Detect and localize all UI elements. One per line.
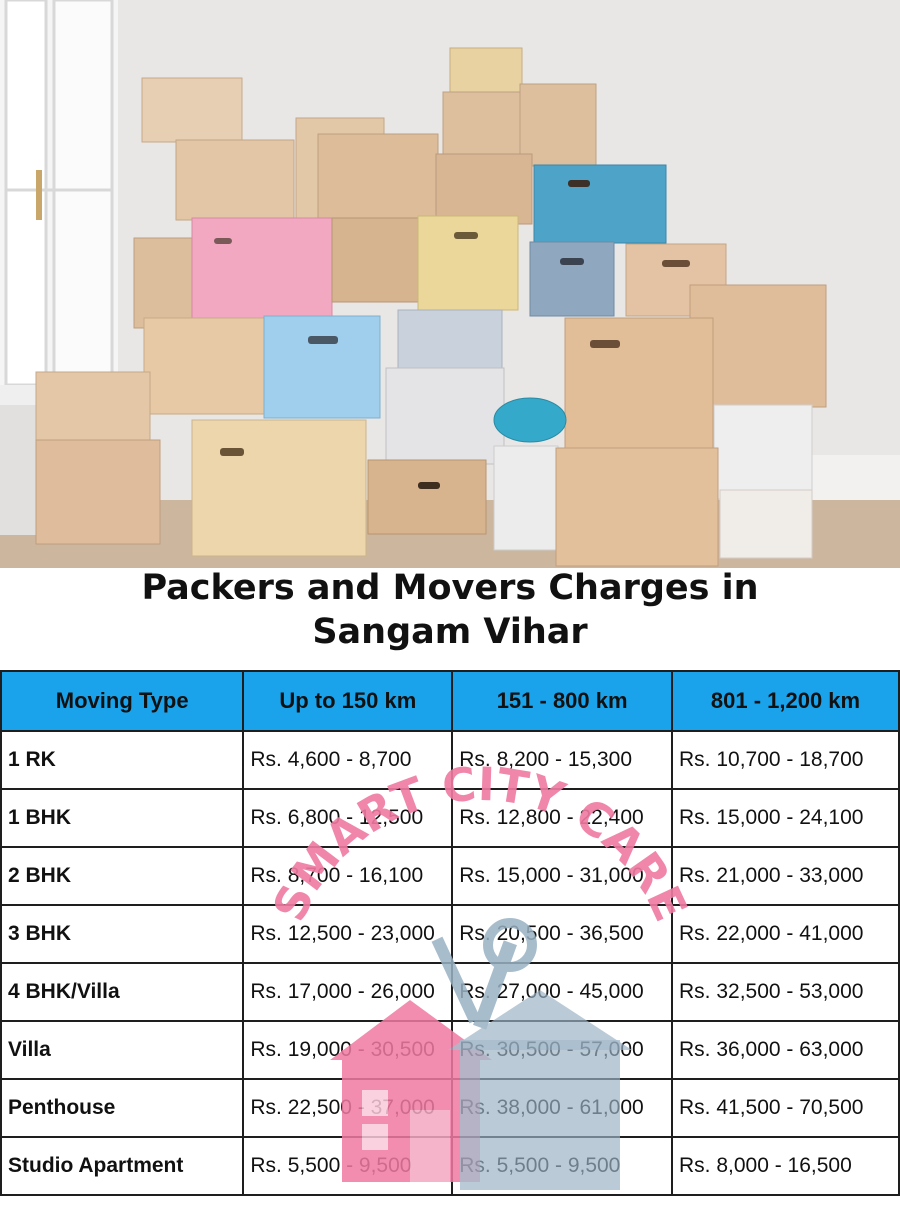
price-up-to-150-km: Rs. 6,800 - 12,500 bbox=[242, 788, 454, 848]
price-151-800-km: Rs. 5,500 - 9,500 bbox=[451, 1136, 673, 1196]
price-801-1200-km: Rs. 41,500 - 70,500 bbox=[671, 1078, 900, 1138]
charges-table: Moving Type Up to 150 km 151 - 800 km 80… bbox=[0, 670, 900, 1196]
price-151-800-km: Rs. 8,200 - 15,300 bbox=[451, 730, 673, 790]
page-title: Packers and Movers Charges in Sangam Vih… bbox=[0, 566, 900, 654]
price-151-800-km: Rs. 20,500 - 36,500 bbox=[451, 904, 673, 964]
moving-boxes-illustration bbox=[0, 0, 900, 568]
header-151-800-km: 151 - 800 km bbox=[451, 670, 673, 732]
title-line-2: Sangam Vihar bbox=[312, 612, 588, 652]
price-up-to-150-km: Rs. 12,500 - 23,000 bbox=[242, 904, 454, 964]
price-801-1200-km: Rs. 36,000 - 63,000 bbox=[671, 1020, 900, 1080]
price-up-to-150-km: Rs. 17,000 - 26,000 bbox=[242, 962, 454, 1022]
box-stack bbox=[35, 47, 827, 567]
row-type: Penthouse bbox=[0, 1078, 245, 1138]
price-151-800-km: Rs. 15,000 - 31,000 bbox=[451, 846, 673, 906]
header-801-1200-km: 801 - 1,200 km bbox=[671, 670, 900, 732]
row-type: 4 BHK/Villa bbox=[0, 962, 245, 1022]
price-151-800-km: Rs. 38,000 - 61,000 bbox=[451, 1078, 673, 1138]
table-row: 1 BHK Rs. 6,800 - 12,500 Rs. 12,800 - 22… bbox=[0, 788, 900, 848]
row-type: 3 BHK bbox=[0, 904, 245, 964]
price-801-1200-km: Rs. 22,000 - 41,000 bbox=[671, 904, 900, 964]
price-151-800-km: Rs. 30,500 - 57,000 bbox=[451, 1020, 673, 1080]
price-up-to-150-km: Rs. 4,600 - 8,700 bbox=[242, 730, 454, 790]
price-up-to-150-km: Rs. 19,000 - 30,500 bbox=[242, 1020, 454, 1080]
title-line-1: Packers and Movers Charges in bbox=[141, 568, 759, 608]
price-801-1200-km: Rs. 10,700 - 18,700 bbox=[671, 730, 900, 790]
moving-boxes-photo bbox=[0, 0, 900, 568]
row-type: 1 BHK bbox=[0, 788, 245, 848]
table-row: Penthouse Rs. 22,500 - 37,000 Rs. 38,000… bbox=[0, 1078, 900, 1138]
table-row: Studio Apartment Rs. 5,500 - 9,500 Rs. 5… bbox=[0, 1136, 900, 1196]
header-moving-type: Moving Type bbox=[0, 670, 245, 732]
price-up-to-150-km: Rs. 22,500 - 37,000 bbox=[242, 1078, 454, 1138]
price-151-800-km: Rs. 27,000 - 45,000 bbox=[451, 962, 673, 1022]
price-151-800-km: Rs. 12,800 - 22,400 bbox=[451, 788, 673, 848]
row-type: 1 RK bbox=[0, 730, 245, 790]
table-row: 2 BHK Rs. 8,700 - 16,100 Rs. 15,000 - 31… bbox=[0, 846, 900, 906]
price-801-1200-km: Rs. 8,000 - 16,500 bbox=[671, 1136, 900, 1196]
price-801-1200-km: Rs. 15,000 - 24,100 bbox=[671, 788, 900, 848]
header-up-to-150-km: Up to 150 km bbox=[242, 670, 454, 732]
row-type: 2 BHK bbox=[0, 846, 245, 906]
table-row: Villa Rs. 19,000 - 30,500 Rs. 30,500 - 5… bbox=[0, 1020, 900, 1080]
table-row: 1 RK Rs. 4,600 - 8,700 Rs. 8,200 - 15,30… bbox=[0, 730, 900, 790]
table-row: 4 BHK/Villa Rs. 17,000 - 26,000 Rs. 27,0… bbox=[0, 962, 900, 1022]
row-type: Studio Apartment bbox=[0, 1136, 245, 1196]
table-header-row: Moving Type Up to 150 km 151 - 800 km 80… bbox=[0, 670, 900, 732]
table-row: 3 BHK Rs. 12,500 - 23,000 Rs. 20,500 - 3… bbox=[0, 904, 900, 964]
price-up-to-150-km: Rs. 8,700 - 16,100 bbox=[242, 846, 454, 906]
price-801-1200-km: Rs. 21,000 - 33,000 bbox=[671, 846, 900, 906]
row-type: Villa bbox=[0, 1020, 245, 1080]
price-up-to-150-km: Rs. 5,500 - 9,500 bbox=[242, 1136, 454, 1196]
price-801-1200-km: Rs. 32,500 - 53,000 bbox=[671, 962, 900, 1022]
